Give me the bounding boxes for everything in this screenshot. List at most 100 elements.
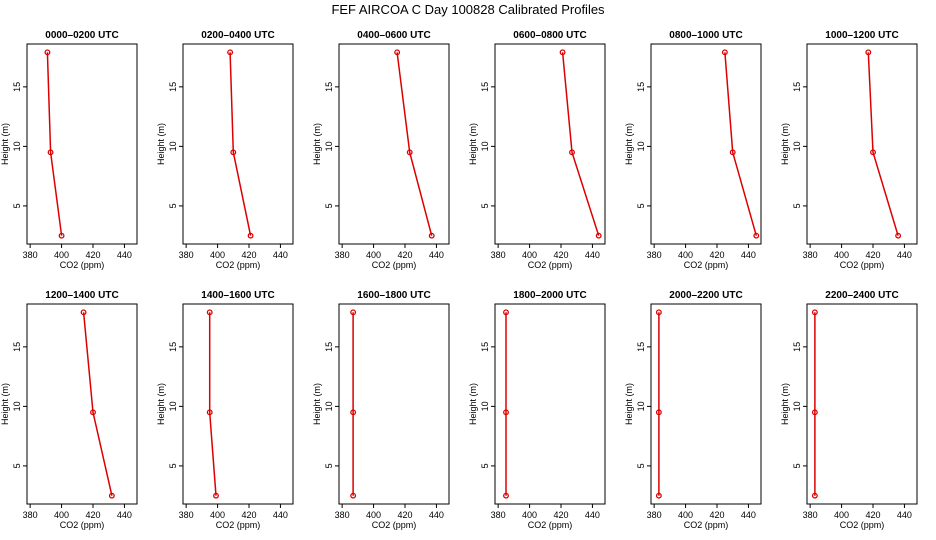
y-tick-label: 10 (168, 141, 178, 151)
x-tick-label: 420 (709, 250, 724, 260)
y-axis-label: Height (m) (0, 123, 10, 165)
panel-grid: 0000–0200 UTC 380 400 420 440 CO2 (ppm) 5 10 15 H… (0, 30, 918, 530)
x-tick-label: 380 (491, 510, 506, 520)
profile-line (46, 52, 63, 236)
data-point (47, 149, 54, 156)
data-point (811, 409, 818, 416)
data-point (655, 309, 662, 316)
figure-title: FEF AIRCOA C Day 100828 Calibrated Profi… (331, 2, 605, 17)
panel-6: 1200–1400 UTC 380 400 420 440 CO2 (ppm) 5 10 15 H… (0, 290, 138, 530)
data-point (58, 232, 65, 239)
data-point (811, 309, 818, 316)
y-tick-label: 5 (12, 463, 22, 468)
x-tick-label: 420 (85, 250, 100, 260)
panel-title: 1600–1800 UTC (357, 290, 430, 301)
x-tick-label: 440 (273, 510, 288, 520)
y-tick-label: 10 (480, 401, 490, 411)
y-axis-label: Height (m) (312, 383, 322, 425)
y-tick-label: 10 (792, 401, 802, 411)
y-tick-label: 5 (636, 463, 646, 468)
panel-title: 0000–0200 UTC (45, 30, 118, 41)
panel-title: 1200–1400 UTC (45, 290, 118, 301)
x-tick-label: 420 (241, 510, 256, 520)
x-axis-label: CO2 (ppm) (684, 260, 729, 270)
x-tick-label: 420 (865, 510, 880, 520)
x-tick-label: 400 (210, 250, 225, 260)
x-tick-label: 380 (23, 510, 38, 520)
y-tick-label: 5 (168, 463, 178, 468)
profile-line (208, 312, 217, 496)
panel-9: 1800–2000 UTC 380 400 420 440 CO2 (ppm) 5 10 15 H… (468, 290, 606, 530)
x-tick-label: 400 (834, 510, 849, 520)
y-axis-label: Height (m) (0, 383, 10, 425)
panel-5: 1000–1200 UTC 380 400 420 440 CO2 (ppm) 5 10 15 H… (780, 30, 918, 270)
x-axis-label: CO2 (ppm) (216, 260, 261, 270)
x-tick-label: 380 (491, 250, 506, 260)
y-axis-label: Height (m) (624, 123, 634, 165)
plot-frame (182, 43, 294, 245)
x-axis-label: CO2 (ppm) (528, 260, 573, 270)
data-point (108, 492, 115, 499)
y-axis-label: Height (m) (156, 383, 166, 425)
y-axis-label: Height (m) (624, 383, 634, 425)
y-tick-label: 5 (792, 203, 802, 208)
y-tick-label: 10 (480, 141, 490, 151)
data-point (213, 492, 219, 499)
x-tick-label: 420 (709, 510, 724, 520)
x-tick-label: 440 (741, 510, 756, 520)
y-tick-label: 5 (480, 203, 490, 208)
x-tick-label: 420 (85, 510, 100, 520)
x-tick-label: 440 (897, 250, 912, 260)
data-point (895, 232, 902, 239)
profile-line (396, 52, 433, 236)
y-tick-label: 10 (324, 141, 334, 151)
data-point (206, 309, 213, 316)
x-tick-label: 400 (678, 510, 693, 520)
y-tick-label: 10 (324, 401, 334, 411)
panel-7: 1400–1600 UTC 380 400 420 440 CO2 (ppm) 5 10 15 H… (156, 290, 294, 530)
x-tick-label: 440 (897, 510, 912, 520)
data-point (394, 49, 401, 56)
x-tick-label: 420 (241, 250, 256, 260)
plot-frame (806, 43, 918, 245)
plot-frame (494, 303, 606, 505)
plot-frame (650, 303, 762, 505)
x-tick-label: 440 (117, 510, 132, 520)
data-point (655, 409, 662, 416)
y-tick-label: 10 (792, 141, 802, 151)
panel-0: 0000–0200 UTC 380 400 420 440 CO2 (ppm) 5 10 15 H… (0, 30, 138, 270)
x-tick-label: 440 (585, 250, 600, 260)
y-tick-label: 15 (636, 82, 646, 92)
panel-1: 0200–0400 UTC 380 400 420 440 CO2 (ppm) 5 10 15 H… (156, 30, 294, 270)
y-tick-label: 15 (792, 82, 802, 92)
y-tick-label: 15 (324, 82, 334, 92)
x-tick-label: 380 (179, 250, 194, 260)
x-tick-label: 420 (397, 250, 412, 260)
x-tick-label: 380 (803, 250, 818, 260)
y-tick-label: 5 (324, 203, 334, 208)
x-tick-label: 420 (397, 510, 412, 520)
y-axis-label: Height (m) (468, 123, 478, 165)
x-tick-label: 380 (335, 250, 350, 260)
panel-4: 0800–1000 UTC 380 400 420 440 CO2 (ppm) 5 10 15 H… (624, 30, 762, 270)
x-tick-label: 420 (553, 250, 568, 260)
panel-title: 0200–0400 UTC (201, 30, 274, 41)
x-axis-label: CO2 (ppm) (372, 520, 417, 530)
panel-11: 2200–2400 UTC 380 400 420 440 CO2 (ppm) 5 10 15 H… (780, 290, 918, 530)
y-tick-label: 15 (168, 342, 178, 352)
x-tick-label: 440 (273, 250, 288, 260)
data-point (503, 309, 509, 316)
y-tick-label: 5 (168, 203, 178, 208)
data-point (655, 492, 662, 499)
y-tick-label: 15 (792, 342, 802, 352)
x-tick-label: 440 (429, 510, 444, 520)
plot-frame (650, 43, 762, 245)
panel-title: 1000–1200 UTC (825, 30, 898, 41)
y-tick-label: 10 (168, 401, 178, 411)
x-tick-label: 440 (585, 510, 600, 520)
y-tick-label: 15 (480, 342, 490, 352)
data-point (811, 492, 818, 499)
plot-frame (806, 303, 918, 505)
x-tick-label: 420 (553, 510, 568, 520)
panel-10: 2000–2200 UTC 380 400 420 440 CO2 (ppm) 5 10 15 H… (624, 290, 762, 530)
